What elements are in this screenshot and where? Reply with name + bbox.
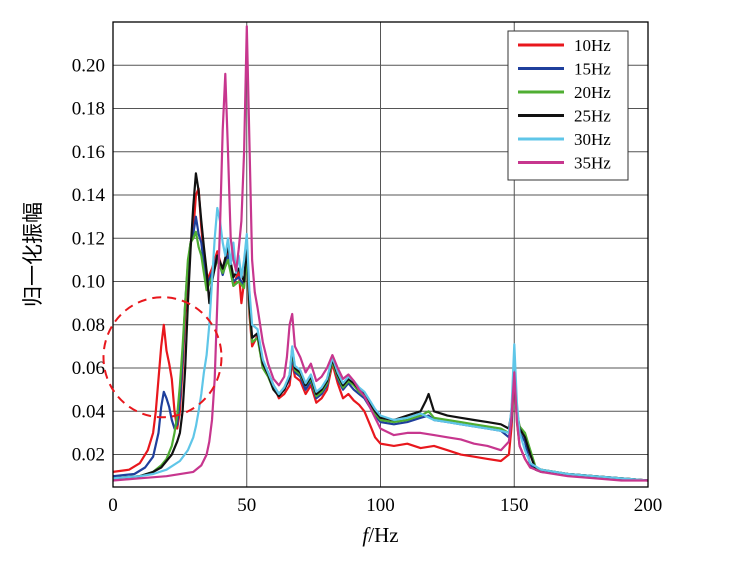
y-tick-label: 0.14 <box>72 185 106 206</box>
legend-label: 10Hz <box>574 36 611 55</box>
y-tick-label: 0.04 <box>72 401 106 422</box>
highlight-circle <box>102 296 223 419</box>
legend: 10Hz 15Hz 20Hz 25Hz 30Hz 35Hz <box>507 30 629 181</box>
legend-label: 35Hz <box>574 154 611 173</box>
legend-label: 30Hz <box>574 130 611 149</box>
y-tick-label: 0.08 <box>72 315 105 336</box>
y-tick-label: 0.18 <box>72 99 105 120</box>
legend-label: 20Hz <box>574 83 611 102</box>
series-line-35hz <box>112 25 648 482</box>
y-tick-label: 0.02 <box>72 445 105 466</box>
tick-labels: 0 50 100 150 200 0.02 0.04 0.06 0.08 0.10 0.12 0.14… <box>72 55 663 516</box>
x-tick-label: 50 <box>237 495 256 516</box>
y-tick-label: 0.06 <box>72 358 105 379</box>
x-tick-label: 100 <box>366 495 395 516</box>
x-axis-label: f/Hz <box>362 523 398 547</box>
legend-box <box>507 30 629 181</box>
x-tick-label: 0 <box>108 495 118 516</box>
legend-label: 15Hz <box>574 60 611 79</box>
series-lines <box>112 25 649 482</box>
y-tick-label: 0.10 <box>72 272 105 293</box>
y-axis-label: 归一化振幅 <box>21 202 45 307</box>
y-tick-label: 0.16 <box>72 142 105 163</box>
x-axis-label-unit: /Hz <box>368 523 398 547</box>
x-axis-label-symbol: f <box>362 523 371 547</box>
legend-label: 25Hz <box>574 107 611 126</box>
y-tick-label: 0.20 <box>72 55 105 76</box>
x-tick-label: 150 <box>500 495 529 516</box>
y-tick-label: 0.12 <box>72 228 105 249</box>
series-line-30hz <box>112 206 649 482</box>
x-tick-label: 200 <box>634 495 663 516</box>
plot-frame <box>112 21 649 488</box>
